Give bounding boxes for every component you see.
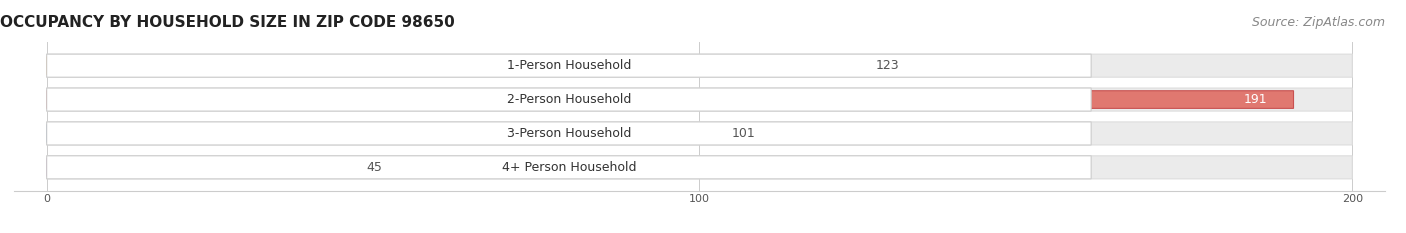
- FancyBboxPatch shape: [46, 54, 1353, 77]
- FancyBboxPatch shape: [46, 88, 1353, 111]
- Text: 3-Person Household: 3-Person Household: [506, 127, 631, 140]
- FancyBboxPatch shape: [46, 122, 1353, 145]
- FancyBboxPatch shape: [46, 125, 706, 142]
- Text: Source: ZipAtlas.com: Source: ZipAtlas.com: [1251, 16, 1385, 29]
- Text: 1-Person Household: 1-Person Household: [506, 59, 631, 72]
- Text: 101: 101: [733, 127, 756, 140]
- FancyBboxPatch shape: [46, 158, 340, 176]
- FancyBboxPatch shape: [46, 54, 1091, 77]
- FancyBboxPatch shape: [46, 156, 1353, 179]
- Text: 191: 191: [1244, 93, 1267, 106]
- Text: 45: 45: [367, 161, 382, 174]
- Text: 123: 123: [876, 59, 900, 72]
- FancyBboxPatch shape: [46, 91, 1294, 108]
- Text: 4+ Person Household: 4+ Person Household: [502, 161, 636, 174]
- FancyBboxPatch shape: [46, 88, 1091, 111]
- Text: OCCUPANCY BY HOUSEHOLD SIZE IN ZIP CODE 98650: OCCUPANCY BY HOUSEHOLD SIZE IN ZIP CODE …: [0, 15, 456, 30]
- Text: 2-Person Household: 2-Person Household: [506, 93, 631, 106]
- FancyBboxPatch shape: [46, 57, 849, 75]
- FancyBboxPatch shape: [46, 122, 1091, 145]
- FancyBboxPatch shape: [46, 156, 1091, 179]
